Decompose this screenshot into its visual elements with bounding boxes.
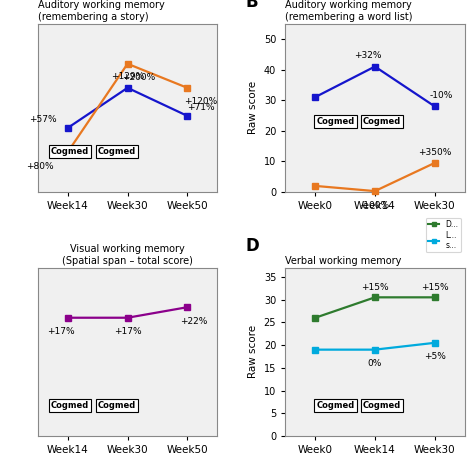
Y-axis label: Raw score: Raw score — [248, 325, 258, 378]
Text: Cogmed: Cogmed — [98, 401, 136, 410]
Text: +5%: +5% — [424, 353, 446, 362]
Text: -100%: -100% — [360, 201, 390, 210]
Text: +71%: +71% — [187, 103, 215, 112]
Text: Cogmed: Cogmed — [363, 117, 401, 126]
Text: Cogmed: Cogmed — [316, 117, 355, 126]
Text: Cogmed: Cogmed — [51, 147, 89, 156]
Text: Cogmed: Cogmed — [363, 401, 401, 410]
Y-axis label: Raw score: Raw score — [248, 82, 258, 135]
Legend: D..., L...
s...: D..., L... s... — [426, 218, 461, 252]
Text: +32%: +32% — [354, 51, 382, 60]
Text: +57%: +57% — [29, 115, 56, 124]
Text: Auditory working memory
(remembering a story): Auditory working memory (remembering a s… — [38, 0, 164, 21]
Title: Visual working memory
(Spatial span – total score): Visual working memory (Spatial span – to… — [62, 244, 193, 265]
Text: Auditory working memory
(remembering a word list): Auditory working memory (remembering a w… — [285, 0, 413, 21]
Text: Cogmed: Cogmed — [98, 147, 136, 156]
Text: +17%: +17% — [114, 328, 141, 337]
Text: +22%: +22% — [181, 317, 208, 326]
Text: +80%: +80% — [26, 162, 54, 171]
Text: +17%: +17% — [47, 328, 75, 337]
Text: +120%: +120% — [184, 98, 218, 107]
Text: B: B — [246, 0, 258, 11]
Text: +200%: +200% — [122, 73, 155, 82]
Text: +15%: +15% — [421, 283, 448, 292]
Text: +15%: +15% — [361, 283, 389, 292]
Text: Cogmed: Cogmed — [51, 401, 89, 410]
Text: D: D — [246, 237, 260, 255]
Text: 0%: 0% — [368, 359, 382, 368]
Text: Cogmed: Cogmed — [316, 401, 355, 410]
Text: +129%: +129% — [111, 73, 144, 82]
Text: Verbal working memory: Verbal working memory — [285, 255, 401, 265]
Text: +350%: +350% — [418, 147, 451, 156]
Text: -10%: -10% — [430, 91, 453, 100]
